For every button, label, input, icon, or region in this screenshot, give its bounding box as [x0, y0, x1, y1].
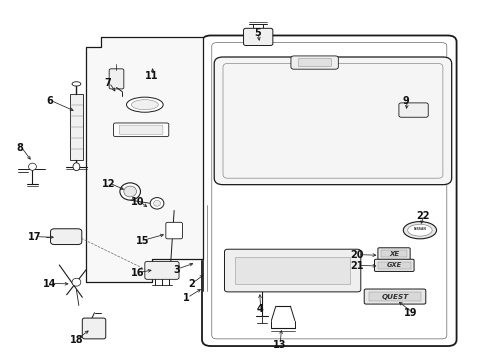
Text: 16: 16: [131, 268, 144, 278]
FancyBboxPatch shape: [202, 36, 457, 346]
Ellipse shape: [403, 222, 437, 239]
Text: 21: 21: [351, 261, 364, 271]
FancyBboxPatch shape: [224, 249, 361, 292]
Ellipse shape: [150, 198, 164, 209]
Ellipse shape: [28, 163, 36, 170]
Bar: [368, 292, 421, 301]
FancyBboxPatch shape: [82, 318, 106, 339]
FancyBboxPatch shape: [109, 69, 124, 89]
FancyBboxPatch shape: [120, 125, 163, 134]
FancyBboxPatch shape: [214, 57, 452, 185]
Text: 18: 18: [70, 334, 83, 345]
FancyBboxPatch shape: [145, 261, 179, 279]
Text: 8: 8: [17, 143, 24, 153]
Bar: [381, 250, 407, 257]
Ellipse shape: [73, 163, 80, 171]
FancyBboxPatch shape: [378, 248, 410, 260]
Text: 20: 20: [351, 250, 364, 260]
FancyBboxPatch shape: [50, 229, 82, 244]
Polygon shape: [86, 37, 203, 282]
Bar: [378, 262, 411, 269]
FancyBboxPatch shape: [114, 123, 169, 136]
Ellipse shape: [131, 100, 158, 110]
Text: 4: 4: [256, 304, 263, 314]
Text: 6: 6: [46, 96, 53, 106]
Text: 10: 10: [131, 197, 144, 207]
Text: 14: 14: [43, 279, 56, 289]
Text: 7: 7: [105, 78, 112, 88]
Ellipse shape: [126, 97, 163, 112]
FancyBboxPatch shape: [374, 259, 414, 271]
FancyBboxPatch shape: [244, 28, 273, 45]
Bar: [235, 257, 350, 284]
Text: 11: 11: [146, 71, 159, 81]
Ellipse shape: [124, 186, 137, 197]
Text: 12: 12: [101, 179, 115, 189]
Ellipse shape: [72, 278, 81, 286]
Ellipse shape: [154, 201, 160, 206]
Text: 5: 5: [254, 28, 261, 38]
Text: NISSAN: NISSAN: [414, 228, 426, 231]
Text: 17: 17: [28, 232, 42, 242]
FancyBboxPatch shape: [364, 289, 426, 304]
Bar: [70, 94, 83, 160]
Text: 22: 22: [416, 211, 430, 221]
Text: XE: XE: [389, 251, 399, 257]
FancyBboxPatch shape: [399, 103, 428, 117]
Text: 9: 9: [403, 96, 410, 106]
Text: 2: 2: [188, 279, 195, 289]
Ellipse shape: [408, 224, 432, 236]
Ellipse shape: [72, 82, 81, 86]
FancyBboxPatch shape: [166, 222, 182, 239]
Text: 3: 3: [173, 265, 180, 275]
FancyBboxPatch shape: [291, 56, 338, 69]
Text: GXE: GXE: [387, 262, 402, 268]
Text: 15: 15: [136, 236, 149, 246]
Text: 19: 19: [404, 308, 418, 318]
Text: 13: 13: [272, 340, 286, 350]
Text: QUEST: QUEST: [381, 293, 409, 300]
Ellipse shape: [120, 183, 141, 200]
Text: 1: 1: [183, 293, 190, 303]
FancyBboxPatch shape: [298, 58, 331, 67]
